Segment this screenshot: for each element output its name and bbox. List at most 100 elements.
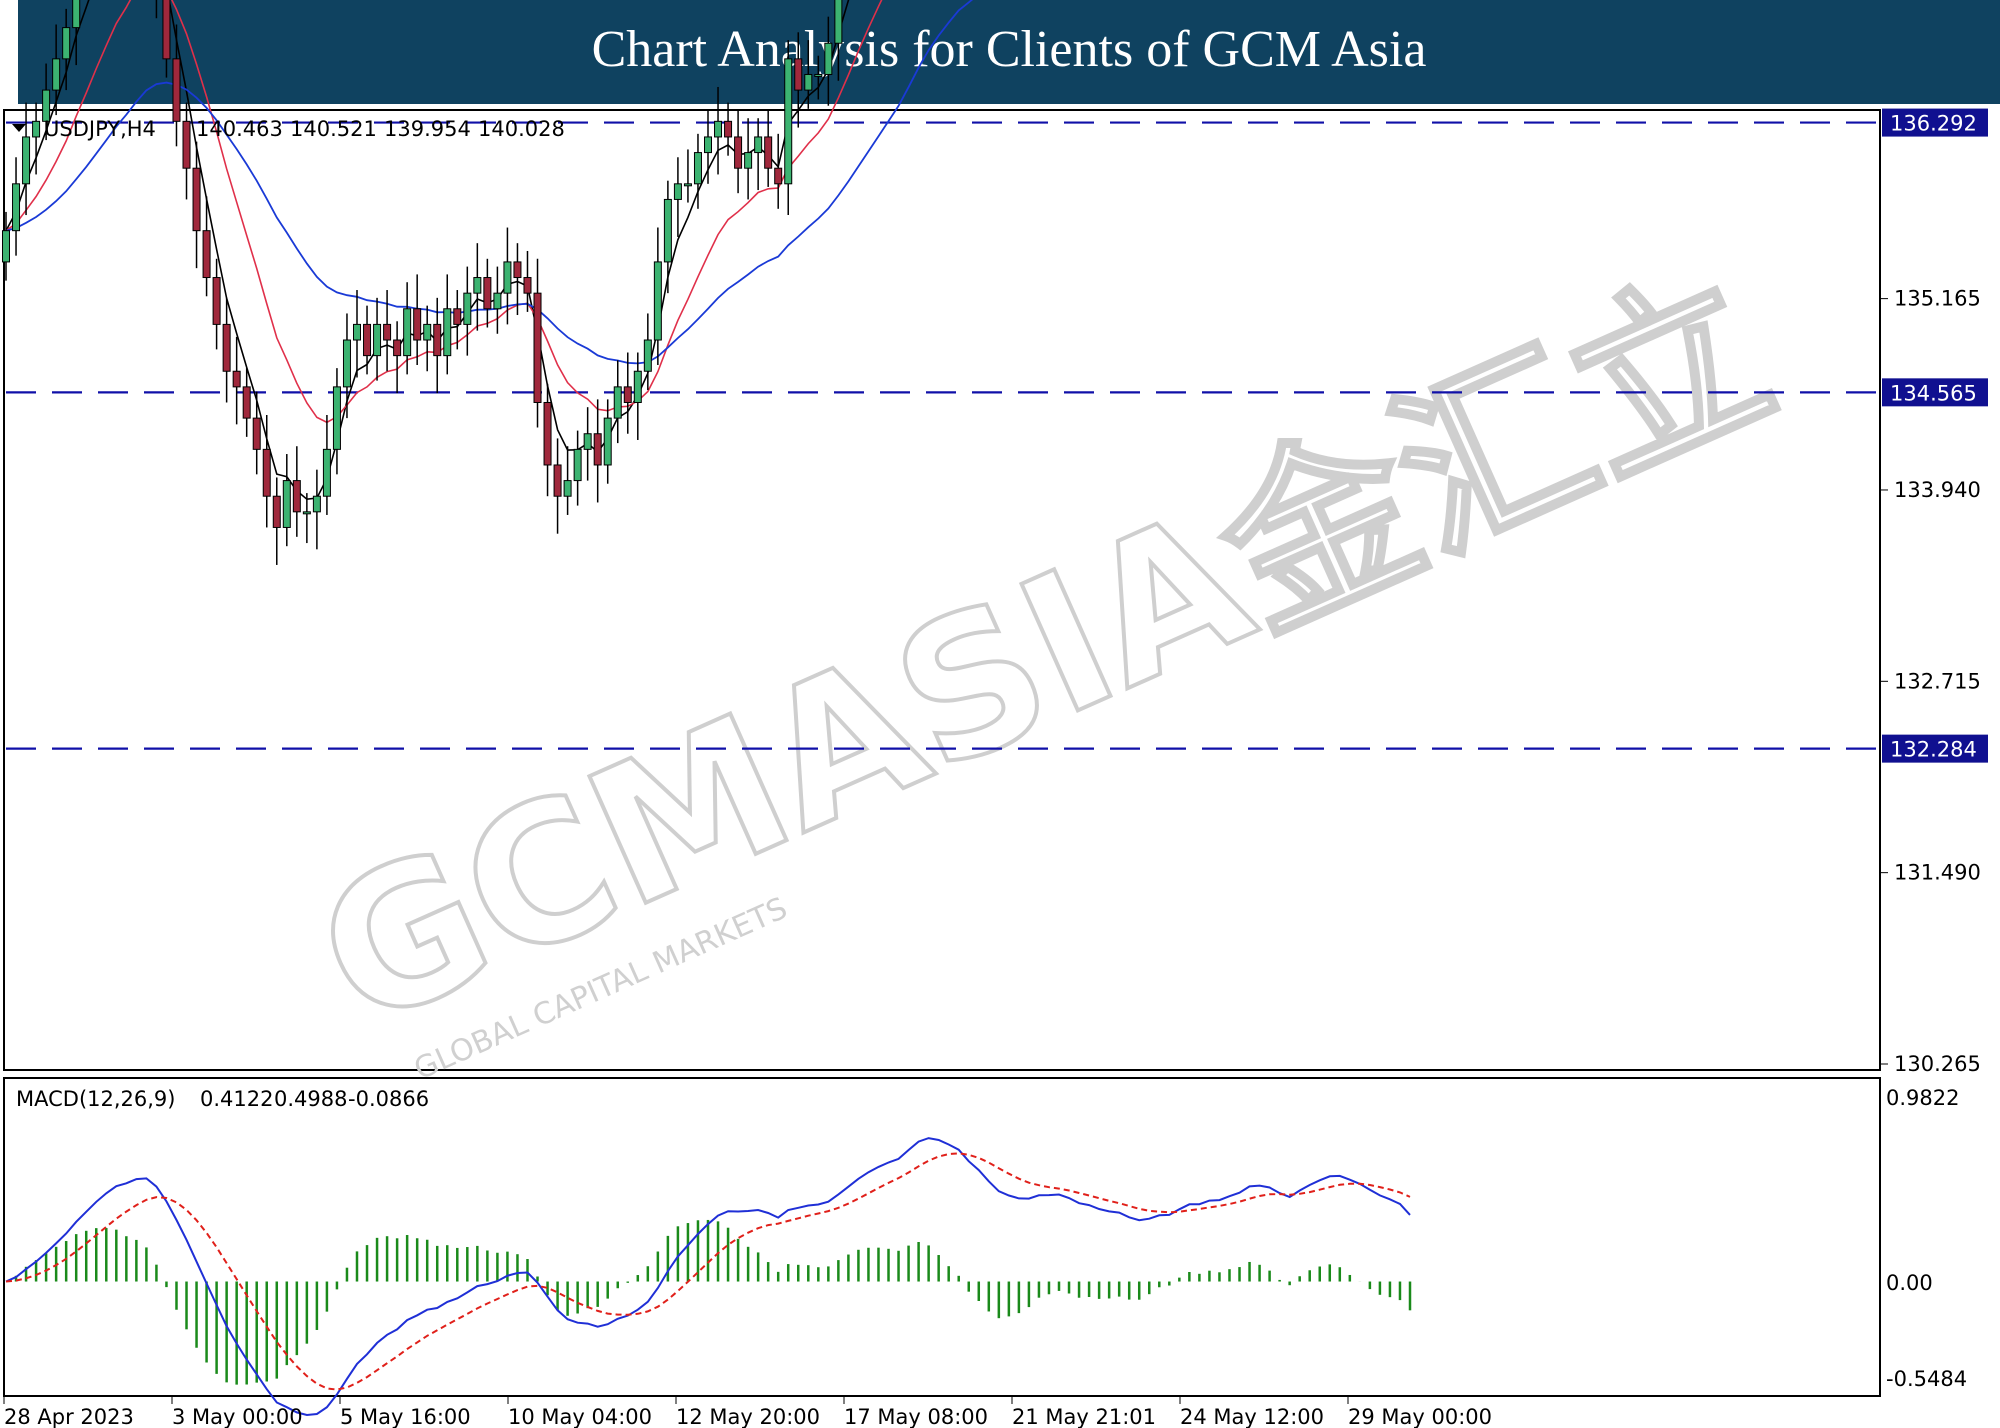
price-tick-label: 133.940 [1894,478,1981,502]
candle-body [453,308,462,325]
candle-body [804,73,813,91]
macd-tick-bottom: -0.5484 [1886,1367,1967,1391]
candles [2,0,843,565]
candle-body [653,261,662,341]
price-tick-label: 131.490 [1894,861,1981,885]
candle-body [583,433,592,450]
candle-body [72,0,81,29]
candle-body [643,339,652,372]
macd-tick-zero: 0.00 [1886,1271,1933,1295]
levels: 143.798141.575139.804138.140136.292134.5… [6,108,1988,763]
chevron-down-icon[interactable] [12,124,26,132]
level-label: 136.292 [1890,112,1977,136]
time-tick-label: 28 Apr 2023 [4,1405,134,1428]
candle-body [443,308,452,357]
ma-mid-line [5,0,883,424]
candle-body [252,417,261,450]
macd-value-signal: 0.4988 [274,1087,347,1111]
candle-body [182,120,191,169]
time-tick-label: 5 May 16:00 [340,1405,471,1428]
level-label-bg [1882,734,1988,763]
candle-body [513,261,522,279]
level-label-bg [1882,378,1988,407]
candle-body [262,448,271,497]
candle-body [553,464,562,497]
time-tick-label: 17 May 08:00 [844,1405,988,1428]
candle-body [613,386,622,419]
symbol-label: USDJPY,H4 [44,117,156,141]
level-label: 134.565 [1890,381,1977,405]
candle-body [32,120,41,138]
candle-body [563,480,572,497]
ohlc-high: 140.521 [290,117,377,141]
candle-body [393,339,402,357]
macd-indicator [5,1137,1412,1417]
time-tick-label: 10 May 04:00 [508,1405,652,1428]
candle-body [373,323,382,357]
candle-body [202,230,211,279]
banner-header: Chart Analysis for Clients of GCM Asia [18,0,2000,104]
candle-body [423,323,432,341]
candle-body [282,480,291,528]
candle-body [433,323,442,357]
candle-body [663,198,672,263]
macd-value-hist: -0.0866 [348,1087,429,1111]
level-label: 132.284 [1890,738,1977,762]
candle-body [342,339,351,388]
candle-body [693,152,702,185]
time-tick-label: 3 May 00:00 [172,1405,303,1428]
candle-body [623,386,632,403]
candle-body [774,167,783,185]
candle-body [353,323,361,341]
candle-body [704,136,712,154]
candle-body [62,27,71,60]
candle-body [633,370,642,403]
time-tick-label: 24 May 12:00 [1180,1405,1324,1428]
macd-signal-line [5,1152,1411,1391]
ohlc-low: 139.954 [384,117,471,141]
candle-body [312,495,321,513]
candle-body [714,120,723,138]
candle-body [212,277,221,325]
ohlc-open: 140.463 [196,117,283,141]
candle-body [493,292,502,310]
candle-body [292,480,301,513]
ohlc-close: 140.028 [478,117,565,141]
price-tick-label: 135.165 [1894,287,1981,311]
price-tick-label: 132.715 [1894,669,1981,693]
macd-panel-frame [3,1077,1881,1397]
candle-body [503,261,512,294]
time-tick-label: 21 May 21:01 [1012,1405,1156,1428]
banner-title: Chart Analysis for Clients of GCM Asia [591,21,1427,78]
candle-body [593,433,602,466]
macd-tick-top: 0.9822 [1886,1086,1959,1110]
candle-body [824,42,833,75]
candle-body [172,58,181,122]
candle-body [673,183,682,200]
candle-body [222,323,231,372]
candle-body [192,167,201,232]
candle-body [42,89,51,122]
candle-body [734,136,743,169]
candle-body [463,292,472,325]
candle-body [52,58,61,91]
price-panel-frame [3,109,1881,1071]
candle-body [413,308,422,341]
price-tick-label: 130.265 [1894,1052,1981,1076]
macd-label: MACD(12,26,9) [16,1087,176,1111]
time-axis: 28 Apr 2023 3 May 00:00 5 May 16:00 10 May … [3,1396,1492,1428]
candle-body [322,448,331,497]
time-tick-label: 12 May 20:00 [676,1405,820,1428]
candle-body [162,0,171,60]
candle-body [12,183,21,232]
candle-body [533,292,542,403]
candle-body [473,277,482,294]
ma-fast-line [5,0,850,501]
time-tick-label: 29 May 00:00 [1348,1405,1492,1428]
candle-body [834,0,843,44]
candle-body [483,277,492,310]
candle-body [332,386,341,450]
candle-body [794,58,803,91]
